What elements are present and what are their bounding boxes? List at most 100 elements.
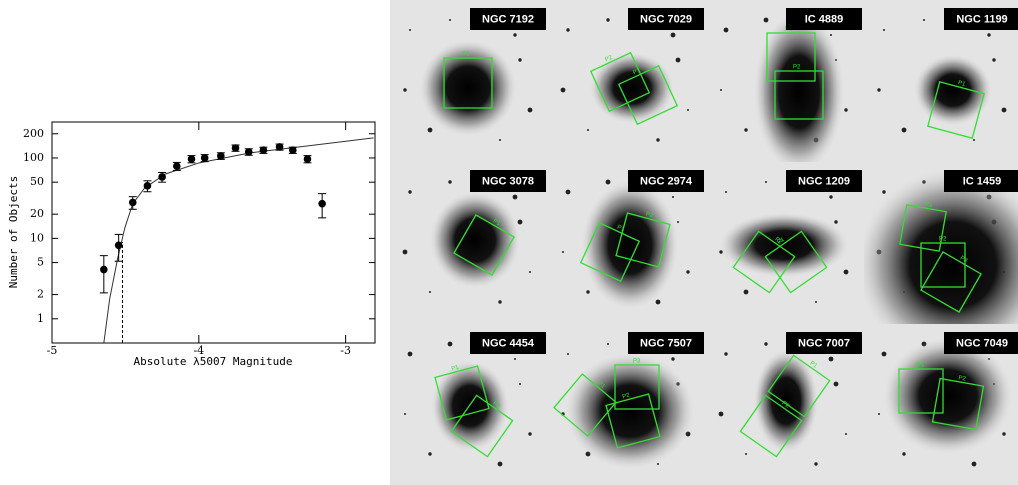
field-label: P2 xyxy=(645,212,654,220)
star xyxy=(882,190,886,194)
star xyxy=(671,357,675,361)
star xyxy=(992,58,996,62)
star xyxy=(672,196,674,198)
star xyxy=(723,27,729,33)
data-point xyxy=(217,152,225,160)
x-axis-label: Absolute λ5007 Magnitude xyxy=(134,355,293,368)
star xyxy=(833,381,839,387)
panel-label-bg xyxy=(628,332,704,354)
panel-label: NGC 7507 xyxy=(640,337,692,349)
field-box xyxy=(614,364,660,410)
data-point xyxy=(318,199,326,208)
star xyxy=(586,290,590,294)
field-box xyxy=(732,230,796,294)
field-box xyxy=(764,230,828,294)
data-point xyxy=(275,143,284,151)
data-point xyxy=(172,162,181,170)
galaxy xyxy=(430,192,520,288)
y-axis-label: Number of Objects xyxy=(7,176,20,289)
field-label: P1 xyxy=(917,363,925,369)
field-box xyxy=(899,204,947,252)
y-tick-label: 2 xyxy=(37,288,44,301)
star xyxy=(527,107,533,113)
data-point xyxy=(100,265,108,274)
field-label: P1 xyxy=(809,360,819,370)
star xyxy=(834,220,838,224)
star xyxy=(973,139,975,141)
field-label: P1 xyxy=(616,225,626,234)
data-point xyxy=(244,148,253,156)
galaxy xyxy=(914,54,992,126)
star xyxy=(655,299,661,305)
data-point xyxy=(288,146,297,154)
error-bar xyxy=(99,255,108,294)
galaxy-panel: P1 P2 NGC 4454 xyxy=(390,324,548,485)
field-label: P1 xyxy=(451,365,460,373)
field-box xyxy=(927,81,985,139)
field-label: P2 xyxy=(781,400,791,410)
field-label: P1 xyxy=(596,381,606,391)
star xyxy=(448,180,452,184)
galaxy-panel: P1 P3 P2 NGC 7507 xyxy=(548,324,706,485)
plot-frame xyxy=(51,121,376,344)
star xyxy=(587,129,589,131)
y-tick-label: 10 xyxy=(30,231,44,244)
star xyxy=(499,139,501,141)
star xyxy=(844,108,848,112)
field-label: P1 xyxy=(925,202,934,209)
field-label: P3 xyxy=(633,359,641,365)
data-point xyxy=(187,155,196,163)
y-tick-label: 5 xyxy=(37,256,44,269)
star xyxy=(725,191,727,193)
panel-label: NGC 1209 xyxy=(798,175,850,187)
field-box xyxy=(453,214,515,276)
galaxy xyxy=(884,338,1012,454)
star xyxy=(517,219,523,225)
field-box xyxy=(766,32,816,82)
y-tick-label: 50 xyxy=(30,175,44,188)
galaxy-panel: P1 P2 NGC 2974 xyxy=(548,162,706,324)
panel-label: IC 4889 xyxy=(805,13,844,25)
star xyxy=(718,411,724,417)
star xyxy=(724,352,728,356)
data-point xyxy=(200,154,209,162)
panel-label-bg xyxy=(628,170,704,192)
galaxy xyxy=(431,361,509,451)
star xyxy=(528,432,532,436)
data-point xyxy=(128,198,137,207)
x-tick-label: -4 xyxy=(193,344,204,357)
field-label: P2 xyxy=(622,393,631,401)
field-box xyxy=(434,365,490,421)
star xyxy=(512,194,518,200)
star xyxy=(743,289,749,295)
star xyxy=(1002,432,1006,436)
star xyxy=(566,28,570,32)
field-label: P1 xyxy=(632,68,642,77)
panel-label-bg xyxy=(786,332,862,354)
star xyxy=(657,463,659,465)
star xyxy=(428,452,432,456)
star xyxy=(829,195,833,199)
field-label: P1 xyxy=(492,218,502,227)
star xyxy=(447,341,453,347)
panel-label-bg xyxy=(470,332,546,354)
star xyxy=(403,88,407,92)
galaxy-panel: P2 P1 NGC 7029 xyxy=(548,0,706,162)
galaxy-panel: P1 NGC 7192 xyxy=(390,0,548,162)
star xyxy=(687,109,689,111)
panel-label-bg xyxy=(786,170,862,192)
galaxy xyxy=(754,349,818,453)
field-box xyxy=(579,221,641,283)
star xyxy=(814,462,818,466)
panel-label-bg xyxy=(470,8,546,30)
field-label: P1 xyxy=(957,80,966,88)
galaxy xyxy=(582,181,678,309)
star xyxy=(744,128,748,132)
star xyxy=(404,413,406,415)
galaxy-panel: P1P2IC 4889 xyxy=(706,0,864,162)
star xyxy=(745,453,747,455)
galaxy-panel: P1 P2 P3 IC 1459 xyxy=(864,162,1018,324)
star xyxy=(514,358,516,360)
star xyxy=(519,383,521,385)
